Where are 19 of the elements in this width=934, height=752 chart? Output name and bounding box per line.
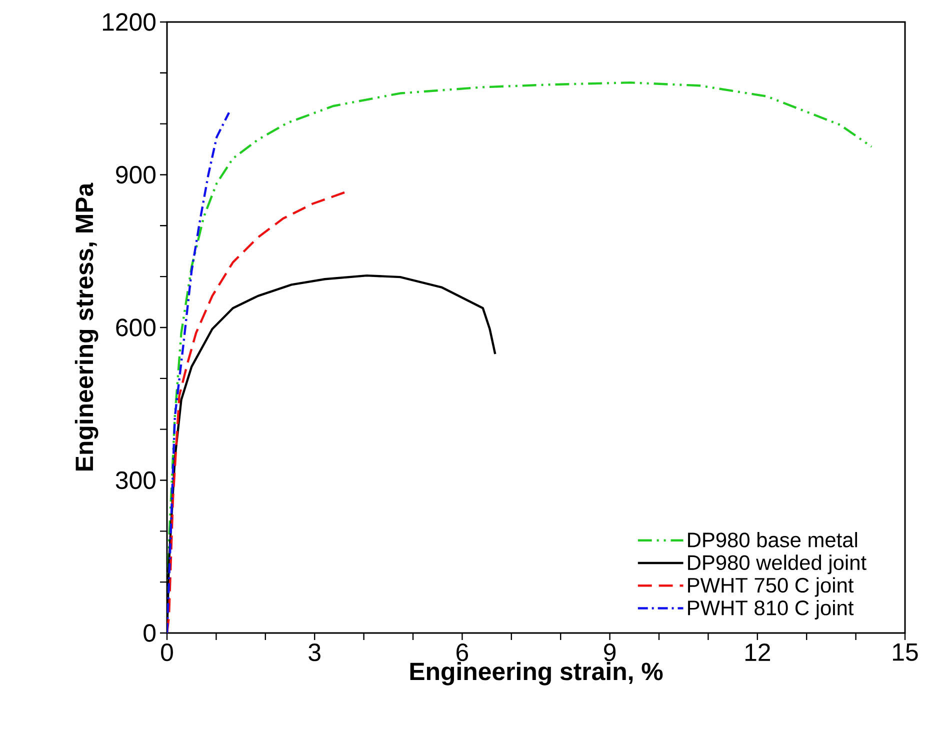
x-tick-label: 3 (308, 644, 320, 662)
line-series (167, 112, 230, 633)
legend-label: PWHT 810 C joint (688, 600, 854, 620)
line-series (167, 190, 347, 633)
legend-label: DP980 welded joint (688, 554, 866, 574)
x-tick-label: 6 (456, 644, 468, 662)
x-tick-label: 9 (604, 644, 616, 662)
y-axis-title: Engineering stress, MPa (74, 182, 98, 470)
x-tick-label: 12 (745, 644, 770, 661)
x-tick-label: 15 (893, 644, 918, 661)
y-tick-label: 600 (116, 318, 156, 336)
y-tick-label: 0 (144, 624, 156, 642)
legend-label: DP980 base metal (688, 532, 858, 548)
legend-label: PWHT 750 C joint (688, 577, 854, 597)
x-axis-title: Engineering strain, % (410, 662, 663, 686)
y-tick-label: 1200 (102, 13, 156, 31)
x-tick-label: 0 (161, 644, 173, 662)
y-tick-label: 900 (116, 166, 156, 184)
y-tick-label: 300 (116, 471, 156, 490)
